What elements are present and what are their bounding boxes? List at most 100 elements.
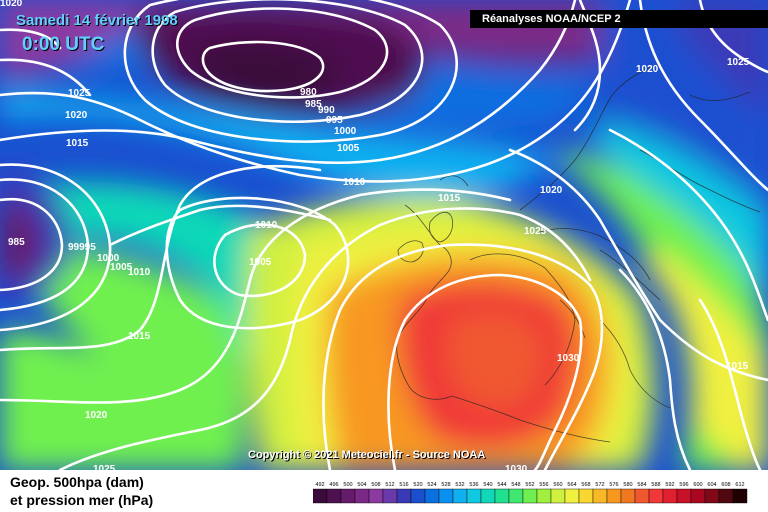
pressure-label: 1020 [85,410,108,421]
scale-tick-label: 580 [623,482,632,488]
scale-swatch [382,488,398,504]
legend-line-2: et pression mer (hPa) [10,492,154,508]
color-scale-labels: 492 496 500 504 508 512 516 520 524 528 532 536 540 5… [315,482,744,488]
scale-tick-label: 528 [441,482,450,488]
scale-tick-label: 560 [553,482,562,488]
scale-swatch [480,488,496,504]
scale-tick-label: 600 [693,482,702,488]
scale-swatch [438,488,454,504]
scale-tick-label: 504 [357,482,366,488]
isobars [0,0,768,470]
scale-swatch [704,488,720,504]
scale-swatch [522,488,538,504]
scale-tick-label: 592 [665,482,674,488]
pressure-label: 1005 [110,262,133,273]
scale-swatch [396,488,412,504]
map-date: Samedi 14 février 1998 [16,12,178,29]
pressure-label: 1005 [337,143,360,154]
scale-swatch [410,488,426,504]
scale-tick-label: 544 [497,482,506,488]
data-source-banner: Réanalyses NOAA/NCEP 2 [470,10,768,28]
pressure-label: 1005 [249,257,272,268]
scale-tick-label: 584 [637,482,646,488]
geopotential-map: 1020 1025 1020 1015 980 985 990 995 1000… [0,0,768,470]
scale-swatch [592,488,608,504]
scale-swatch [313,488,328,504]
pressure-label: 985 [305,99,322,110]
pressure-label: 1025 [93,464,116,470]
scale-tick-label: 588 [651,482,660,488]
geopotential-field [0,0,768,470]
scale-tick-label: 540 [483,482,492,488]
scale-tick-label: 508 [371,482,380,488]
pressure-label: 1030 [505,464,528,470]
pressure-label: 1010 [255,220,278,231]
scale-tick-label: 532 [455,482,464,488]
scale-swatch [452,488,468,504]
pressure-label: 1030 [557,353,580,364]
scale-swatch [340,488,356,504]
scale-swatch [508,488,524,504]
scale-tick-label: 604 [707,482,716,488]
scale-swatch [536,488,552,504]
pressure-label: 995 [326,115,343,126]
pressure-label: 1015 [438,193,461,204]
scale-tick-label: 512 [385,482,394,488]
scale-tick-label: 564 [567,482,576,488]
scale-swatch [466,488,482,504]
pressure-label: 1025 [524,226,547,237]
scale-swatch [606,488,622,504]
scale-tick-label: 612 [735,482,744,488]
scale-tick-label: 556 [539,482,548,488]
pressure-label: 99995 [68,242,96,253]
color-scale: 492 496 500 504 508 512 516 520 524 528 532 536 540 5… [313,482,748,504]
pressure-label: 1015 [726,361,749,372]
pressure-labels: 1020 1025 1020 1015 980 985 990 995 1000… [0,0,750,470]
scale-swatch [648,488,664,504]
scale-tick-label: 596 [679,482,688,488]
scale-tick-label: 496 [329,482,338,488]
scale-tick-label: 520 [413,482,422,488]
pressure-label: 1015 [128,331,151,342]
legend-title: Geop. 500hpa (dam) et pression mer (hPa) [10,473,153,509]
pressure-label: 990 [318,105,335,116]
scale-swatch [494,488,510,504]
scale-swatch [368,488,384,504]
scale-tick-label: 500 [343,482,352,488]
scale-swatch [718,488,734,504]
map-time: 0:00 UTC [22,34,105,55]
scale-swatch [690,488,706,504]
scale-swatch [550,488,566,504]
pressure-label: 1000 [97,253,120,264]
scale-tick-label: 568 [581,482,590,488]
legend-line-1: Geop. 500hpa (dam) [10,474,144,490]
pressure-label: 1025 [68,88,91,99]
scale-tick-label: 516 [399,482,408,488]
pressure-label: 1000 [334,126,357,137]
scale-swatch [354,488,370,504]
scale-tick-label: 492 [315,482,324,488]
scale-tick-label: 524 [427,482,436,488]
scale-tick-label: 608 [721,482,730,488]
scale-tick-label: 572 [595,482,604,488]
pressure-label: 1020 [65,110,88,121]
scale-swatch [634,488,650,504]
pressure-label: 1020 [0,0,23,9]
pressure-label: 985 [8,237,25,248]
scale-swatch [620,488,636,504]
scale-swatch [564,488,580,504]
pressure-label: 1015 [66,138,89,149]
coastlines [396,64,761,443]
pressure-label: 1020 [540,185,563,196]
scale-tick-label: 552 [525,482,534,488]
color-scale-swatches [313,488,748,504]
scale-tick-label: 576 [609,482,618,488]
copyright-notice: Copyright © 2021 Meteociel.fr - Source N… [248,449,486,461]
pressure-label: 1025 [727,57,750,68]
pressure-label: 1010 [128,267,151,278]
scale-swatch [578,488,594,504]
scale-tick-label: 548 [511,482,520,488]
scale-swatch [424,488,440,504]
scale-swatch [662,488,678,504]
